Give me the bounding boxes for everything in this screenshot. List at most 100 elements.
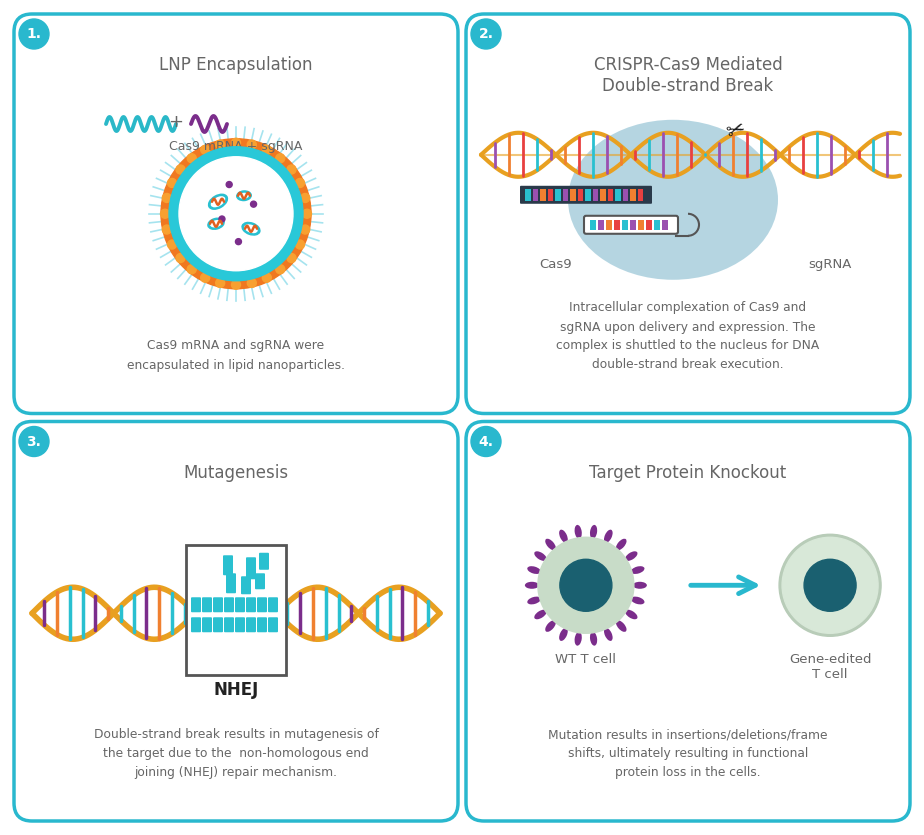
Bar — [630, 189, 636, 200]
Text: LNP Encapsulation: LNP Encapsulation — [159, 56, 312, 74]
Ellipse shape — [241, 222, 261, 235]
Text: Mutation results in insertions/deletions/frame
shifts, ultimately resulting in f: Mutation results in insertions/deletions… — [548, 728, 828, 779]
Bar — [563, 189, 568, 200]
FancyBboxPatch shape — [584, 215, 678, 234]
FancyBboxPatch shape — [202, 597, 212, 612]
Circle shape — [226, 181, 232, 188]
Text: WT T cell: WT T cell — [555, 653, 616, 666]
FancyBboxPatch shape — [466, 422, 910, 821]
FancyBboxPatch shape — [255, 574, 265, 590]
Ellipse shape — [525, 582, 539, 589]
Bar — [532, 189, 538, 200]
FancyBboxPatch shape — [213, 617, 223, 632]
Text: Target Protein Knockout: Target Protein Knockout — [590, 463, 786, 482]
Ellipse shape — [559, 628, 567, 641]
Circle shape — [201, 273, 210, 282]
FancyBboxPatch shape — [268, 617, 278, 632]
Bar — [590, 220, 596, 230]
Circle shape — [232, 281, 240, 289]
Text: 4.: 4. — [479, 434, 493, 448]
FancyBboxPatch shape — [235, 617, 245, 632]
FancyBboxPatch shape — [213, 597, 223, 612]
Circle shape — [188, 154, 196, 163]
FancyBboxPatch shape — [224, 617, 234, 632]
Ellipse shape — [568, 119, 778, 280]
Ellipse shape — [239, 193, 249, 199]
FancyBboxPatch shape — [226, 574, 236, 593]
Circle shape — [302, 210, 311, 218]
Bar — [186, 545, 286, 676]
Bar — [598, 220, 604, 230]
FancyBboxPatch shape — [191, 617, 201, 632]
Text: Cas9 mRNA + sgRNA: Cas9 mRNA + sgRNA — [169, 140, 303, 153]
Ellipse shape — [575, 632, 582, 645]
Circle shape — [236, 239, 241, 245]
Circle shape — [19, 19, 49, 49]
Circle shape — [538, 537, 634, 633]
Ellipse shape — [208, 194, 228, 210]
Circle shape — [250, 201, 257, 207]
Ellipse shape — [631, 596, 644, 605]
Ellipse shape — [528, 596, 541, 605]
FancyBboxPatch shape — [268, 597, 278, 612]
Bar — [614, 220, 620, 230]
Circle shape — [287, 254, 296, 262]
Circle shape — [275, 265, 285, 274]
Ellipse shape — [590, 525, 597, 539]
Circle shape — [262, 273, 272, 282]
Bar — [607, 189, 613, 200]
Circle shape — [262, 145, 272, 154]
Circle shape — [161, 210, 169, 218]
FancyBboxPatch shape — [246, 557, 256, 579]
Text: sgRNA: sgRNA — [808, 258, 852, 271]
Circle shape — [296, 240, 305, 249]
Bar — [592, 189, 598, 200]
Bar — [606, 220, 612, 230]
Ellipse shape — [545, 620, 556, 632]
FancyBboxPatch shape — [246, 617, 256, 632]
FancyBboxPatch shape — [235, 597, 245, 612]
FancyBboxPatch shape — [246, 597, 256, 612]
Text: Cas9 mRNA and sgRNA were
encapsulated in lipid nanoparticles.: Cas9 mRNA and sgRNA were encapsulated in… — [127, 340, 345, 372]
FancyBboxPatch shape — [224, 597, 234, 612]
Circle shape — [19, 427, 49, 457]
Ellipse shape — [207, 217, 225, 230]
Ellipse shape — [575, 525, 582, 539]
Circle shape — [163, 194, 171, 202]
Text: CRISPR-Cas9 Mediated
Double-strand Break: CRISPR-Cas9 Mediated Double-strand Break — [593, 56, 783, 95]
Bar — [654, 220, 660, 230]
Circle shape — [248, 278, 256, 287]
FancyBboxPatch shape — [14, 14, 458, 413]
Ellipse shape — [534, 551, 547, 561]
Circle shape — [176, 165, 185, 174]
Circle shape — [560, 559, 612, 611]
Text: ✂: ✂ — [723, 119, 748, 144]
Circle shape — [782, 537, 878, 633]
Ellipse shape — [604, 628, 613, 641]
FancyBboxPatch shape — [241, 576, 251, 595]
FancyBboxPatch shape — [191, 597, 201, 612]
Text: Double-strand break results in mutagenesis of
the target due to the  non-homolog: Double-strand break results in mutagenes… — [93, 728, 379, 779]
Circle shape — [161, 139, 311, 289]
Bar — [548, 189, 553, 200]
Circle shape — [219, 216, 225, 222]
Ellipse shape — [528, 566, 541, 574]
Ellipse shape — [210, 220, 222, 227]
Bar — [540, 189, 545, 200]
Circle shape — [188, 265, 196, 274]
Bar — [638, 189, 643, 200]
Bar — [646, 220, 652, 230]
Circle shape — [201, 145, 210, 154]
Text: 3.: 3. — [27, 434, 42, 448]
Circle shape — [779, 534, 881, 636]
FancyBboxPatch shape — [257, 597, 267, 612]
Text: Cas9: Cas9 — [540, 258, 572, 271]
FancyBboxPatch shape — [202, 617, 212, 632]
Circle shape — [275, 154, 285, 163]
Circle shape — [167, 240, 176, 249]
Circle shape — [471, 427, 501, 457]
Text: 1.: 1. — [27, 27, 42, 41]
Circle shape — [804, 559, 856, 611]
FancyBboxPatch shape — [520, 185, 652, 204]
Circle shape — [232, 139, 240, 147]
